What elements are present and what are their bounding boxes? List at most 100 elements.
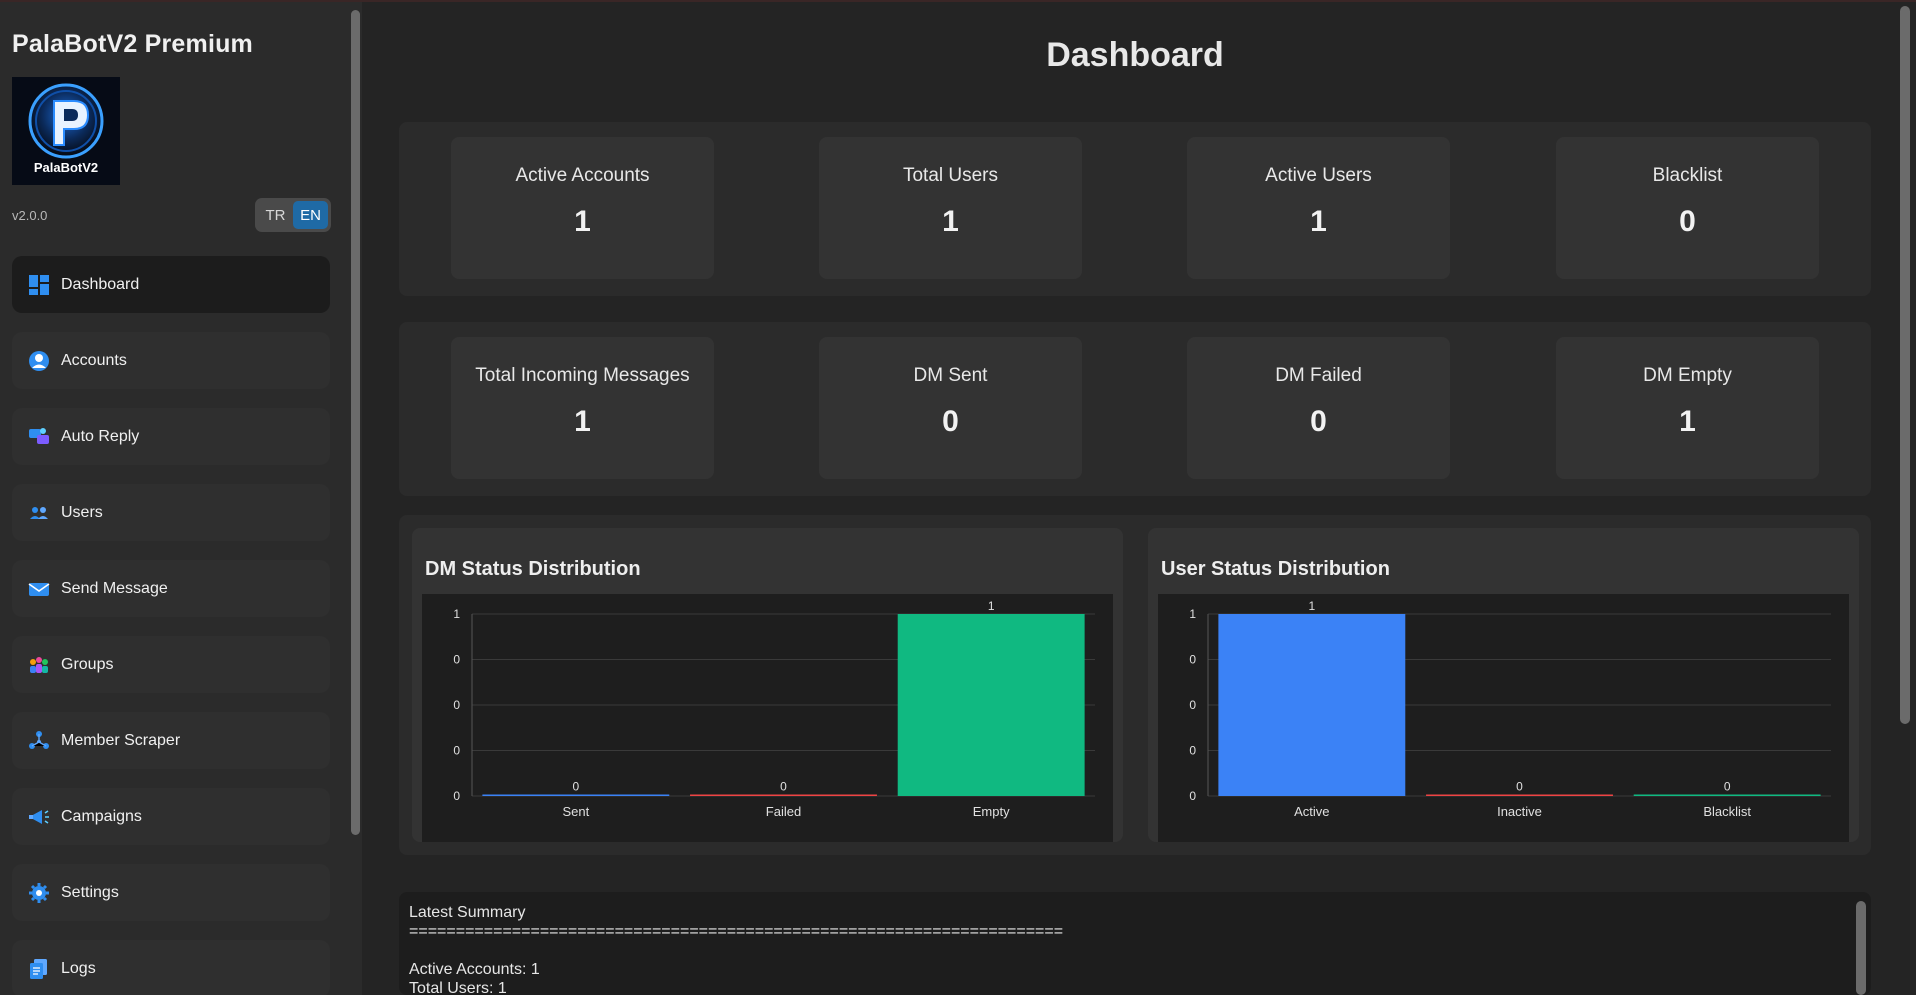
y-tick-label: 0 (453, 698, 460, 712)
chat-bubbles-icon (27, 425, 51, 449)
page-title: Dashboard (1046, 36, 1224, 74)
y-tick-label: 0 (453, 653, 460, 667)
dm-status-chart-panel: DM Status Distribution 0 0 0 0 1 0 Sent 0 Failed… (412, 528, 1123, 842)
data-label: 0 (1516, 780, 1523, 794)
x-tick-label: Failed (766, 804, 801, 819)
stat-card-active-accounts: Active Accounts 1 (451, 137, 714, 279)
stat-label: DM Failed (1275, 365, 1362, 386)
sidebar-item-settings[interactable]: Settings (12, 864, 330, 921)
data-label: 1 (1308, 599, 1315, 613)
summary-scrollbar[interactable] (1856, 901, 1866, 995)
stat-card-total-incoming-messages: Total Incoming Messages 1 (451, 337, 714, 479)
sidebar-item-label: Dashboard (61, 275, 140, 293)
summary-line: Latest Summary (409, 904, 526, 921)
users-icon (27, 501, 51, 525)
latest-summary-textbox[interactable]: Latest Summary =========================… (399, 892, 1871, 995)
data-label: 0 (780, 780, 787, 794)
sidebar-item-label: Member Scraper (61, 731, 181, 749)
stat-card-dm-empty: DM Empty 1 (1556, 337, 1819, 479)
sidebar-item-label: Campaigns (61, 807, 142, 825)
stat-label: Active Users (1265, 165, 1372, 186)
bar-blacklist (1633, 794, 1821, 796)
sidebar-item-dashboard[interactable]: Dashboard (12, 256, 330, 313)
x-tick-label: Sent (562, 804, 589, 819)
y-tick-label: 0 (1189, 744, 1196, 758)
sidebar-item-label: Send Message (61, 579, 168, 597)
main-scrollbar[interactable] (1900, 6, 1910, 724)
app-title: PalaBotV2 Premium (12, 30, 253, 58)
x-tick-label: Blacklist (1703, 804, 1751, 819)
user-circle-icon (27, 349, 51, 373)
stat-label: DM Empty (1643, 365, 1732, 386)
stat-card-blacklist: Blacklist 0 (1556, 137, 1819, 279)
summary-line: Active Accounts: 1 (409, 961, 540, 978)
chart-title: User Status Distribution (1161, 558, 1390, 580)
x-tick-label: Inactive (1497, 804, 1542, 819)
sidebar-item-label: Accounts (61, 351, 127, 369)
sidebar-item-label: Users (61, 503, 103, 521)
sidebar-item-label: Auto Reply (61, 427, 140, 445)
y-tick-label: 0 (1189, 653, 1196, 667)
sidebar-item-users[interactable]: Users (12, 484, 330, 541)
stat-value: 0 (1679, 205, 1696, 238)
sidebar-item-accounts[interactable]: Accounts (12, 332, 330, 389)
y-tick-label: 0 (1189, 698, 1196, 712)
stats-row-overview: Active Accounts 1 Total Users 1 Active U… (399, 122, 1871, 296)
data-label: 1 (988, 599, 995, 613)
sidebar-item-label: Groups (61, 655, 114, 673)
sidebar-item-send-message[interactable]: Send Message (12, 560, 330, 617)
app-logo: PalaBotV2 (12, 77, 120, 185)
sidebar-item-campaigns[interactable]: Campaigns (12, 788, 330, 845)
language-tr-button[interactable]: TR (265, 206, 286, 224)
network-icon (27, 729, 51, 753)
stat-label: Total Incoming Messages (475, 365, 690, 386)
stat-value: 1 (1679, 405, 1696, 438)
sidebar-item-member-scraper[interactable]: Member Scraper (12, 712, 330, 769)
bar-empty (897, 614, 1085, 796)
stat-value: 1 (574, 205, 591, 238)
charts-row: DM Status Distribution 0 0 0 0 1 0 Sent 0 Failed… (399, 515, 1871, 855)
sidebar-nav: Dashboard Accounts Auto Reply Users (12, 256, 330, 995)
sidebar-item-auto-reply[interactable]: Auto Reply (12, 408, 330, 465)
sidebar-item-label: Settings (61, 883, 119, 901)
data-label: 0 (572, 780, 579, 794)
sidebar-item-groups[interactable]: Groups (12, 636, 330, 693)
y-tick-label: 0 (453, 789, 460, 803)
stat-card-total-users: Total Users 1 (819, 137, 1082, 279)
sidebar-item-label: Logs (61, 959, 96, 977)
x-tick-label: Empty (973, 804, 1010, 819)
stat-value: 1 (942, 205, 959, 238)
x-tick-label: Active (1294, 804, 1329, 819)
stat-card-dm-failed: DM Failed 0 (1187, 337, 1450, 479)
envelope-icon (27, 577, 51, 601)
stat-card-active-users: Active Users 1 (1187, 137, 1450, 279)
data-label: 0 (1724, 780, 1731, 794)
stat-value: 1 (1310, 205, 1327, 238)
bar-active (1218, 614, 1406, 796)
stat-card-dm-sent: DM Sent 0 (819, 337, 1082, 479)
megaphone-icon (27, 805, 51, 829)
sidebar-scrollbar[interactable] (351, 10, 360, 835)
documents-icon (27, 957, 51, 981)
dashboard-icon (27, 273, 51, 297)
language-switch: TR EN (255, 198, 331, 232)
user-status-chart: 0 0 0 0 1 1 Active 0 Inactive 0 Blacklist (1158, 594, 1849, 842)
bar-sent (482, 794, 670, 796)
stats-row-messages: Total Incoming Messages 1 DM Sent 0 DM F… (399, 322, 1871, 496)
summary-line: Total Users: 1 (409, 980, 507, 995)
bar-failed (690, 794, 877, 796)
language-en-button[interactable]: EN (293, 201, 328, 229)
stat-value: 1 (574, 405, 591, 438)
dm-status-chart: 0 0 0 0 1 0 Sent 0 Failed 1 Empty (422, 594, 1113, 842)
user-status-chart-panel: User Status Distribution 0 0 0 0 1 1 Active 0 In… (1148, 528, 1859, 842)
summary-line: ========================================… (409, 923, 1064, 940)
y-tick-label: 0 (1189, 789, 1196, 803)
stat-label: Total Users (902, 165, 999, 186)
chart-title: DM Status Distribution (425, 558, 641, 580)
stat-label: Active Accounts (515, 165, 650, 186)
sidebar-item-logs[interactable]: Logs (12, 940, 330, 995)
y-tick-label: 0 (453, 744, 460, 758)
y-tick-label: 1 (1189, 607, 1196, 621)
stat-label: DM Sent (913, 365, 988, 386)
